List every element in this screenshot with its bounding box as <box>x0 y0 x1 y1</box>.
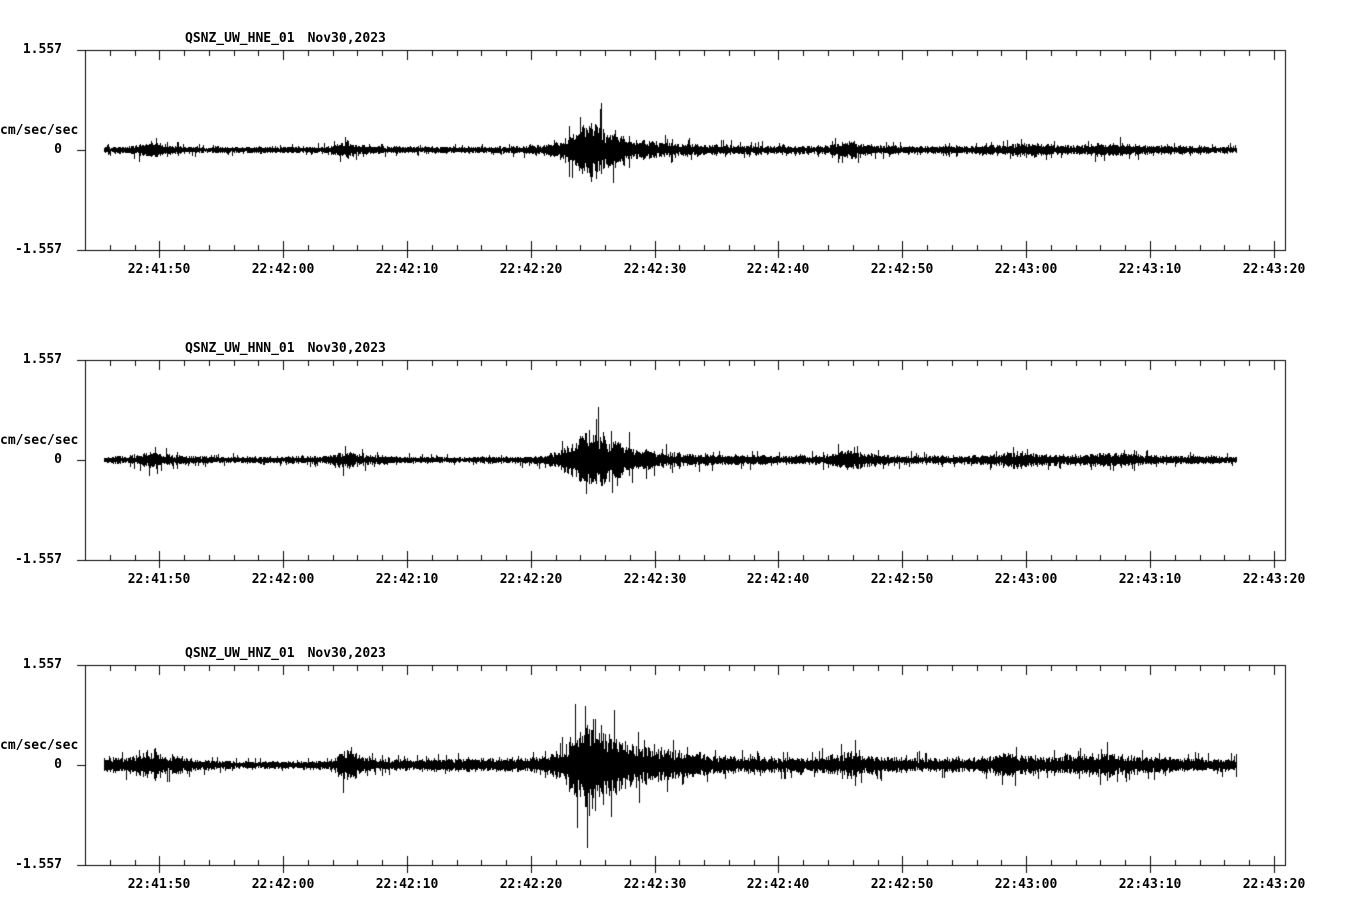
x-tick-label: 22:42:30 <box>623 572 687 587</box>
y-tick-min-label: -1.557 <box>15 242 62 257</box>
x-tick-label: 22:41:50 <box>127 262 191 277</box>
x-tick-label: 22:42:20 <box>499 262 563 277</box>
x-tick-label: 22:41:50 <box>127 877 191 892</box>
trace-title: QSNZ_UW_HNE_01 Nov30,2023 <box>185 31 386 46</box>
x-tick-label: 22:43:20 <box>1242 262 1306 277</box>
x-tick-label: 22:43:20 <box>1242 572 1306 587</box>
trace-title: QSNZ_UW_HNN_01 Nov30,2023 <box>185 341 386 356</box>
y-tick-max-label: 1.557 <box>22 657 62 672</box>
x-tick-label: 22:42:50 <box>870 262 934 277</box>
x-tick-label: 22:42:30 <box>623 877 687 892</box>
trace-title: QSNZ_UW_HNZ_01 Nov30,2023 <box>185 646 386 661</box>
x-tick-label: 22:42:00 <box>251 572 315 587</box>
x-tick-label: 22:42:10 <box>375 572 439 587</box>
y-axis-units-label: cm/sec/sec <box>0 123 79 138</box>
x-tick-label: 22:42:40 <box>746 262 810 277</box>
y-tick-min-label: -1.557 <box>15 552 62 567</box>
y-tick-max-label: 1.557 <box>22 352 62 367</box>
x-tick-label: 22:42:10 <box>375 877 439 892</box>
x-tick-label: 22:43:20 <box>1242 877 1306 892</box>
x-tick-label: 22:42:00 <box>251 262 315 277</box>
y-tick-max-label: 1.557 <box>22 42 62 57</box>
y-tick-zero-label: 0 <box>54 142 62 157</box>
x-tick-label: 22:42:20 <box>499 877 563 892</box>
y-axis-units-label: cm/sec/sec <box>0 738 79 753</box>
x-tick-label: 22:43:10 <box>1118 262 1182 277</box>
x-tick-label: 22:43:10 <box>1118 877 1182 892</box>
trace-date-label: Nov30,2023 <box>307 646 386 661</box>
x-tick-label: 22:42:50 <box>870 877 934 892</box>
y-tick-zero-label: 0 <box>54 757 62 772</box>
x-tick-label: 22:42:30 <box>623 262 687 277</box>
x-tick-label: 22:43:00 <box>994 262 1058 277</box>
x-tick-label: 22:42:00 <box>251 877 315 892</box>
x-tick-label: 22:42:40 <box>746 572 810 587</box>
x-tick-label: 22:42:40 <box>746 877 810 892</box>
x-tick-label: 22:42:50 <box>870 572 934 587</box>
trace-id-label: QSNZ_UW_HNZ_01 <box>185 646 295 661</box>
x-tick-label: 22:42:20 <box>499 572 563 587</box>
x-tick-label: 22:43:10 <box>1118 572 1182 587</box>
x-tick-label: 22:42:10 <box>375 262 439 277</box>
x-tick-label: 22:43:00 <box>994 572 1058 587</box>
y-tick-min-label: -1.557 <box>15 857 62 872</box>
y-tick-zero-label: 0 <box>54 452 62 467</box>
x-tick-label: 22:43:00 <box>994 877 1058 892</box>
y-axis-units-label: cm/sec/sec <box>0 433 79 448</box>
trace-id-label: QSNZ_UW_HNN_01 <box>185 341 295 356</box>
trace-date-label: Nov30,2023 <box>307 31 386 46</box>
trace-date-label: Nov30,2023 <box>307 341 386 356</box>
trace-id-label: QSNZ_UW_HNE_01 <box>185 31 295 46</box>
x-tick-label: 22:41:50 <box>127 572 191 587</box>
